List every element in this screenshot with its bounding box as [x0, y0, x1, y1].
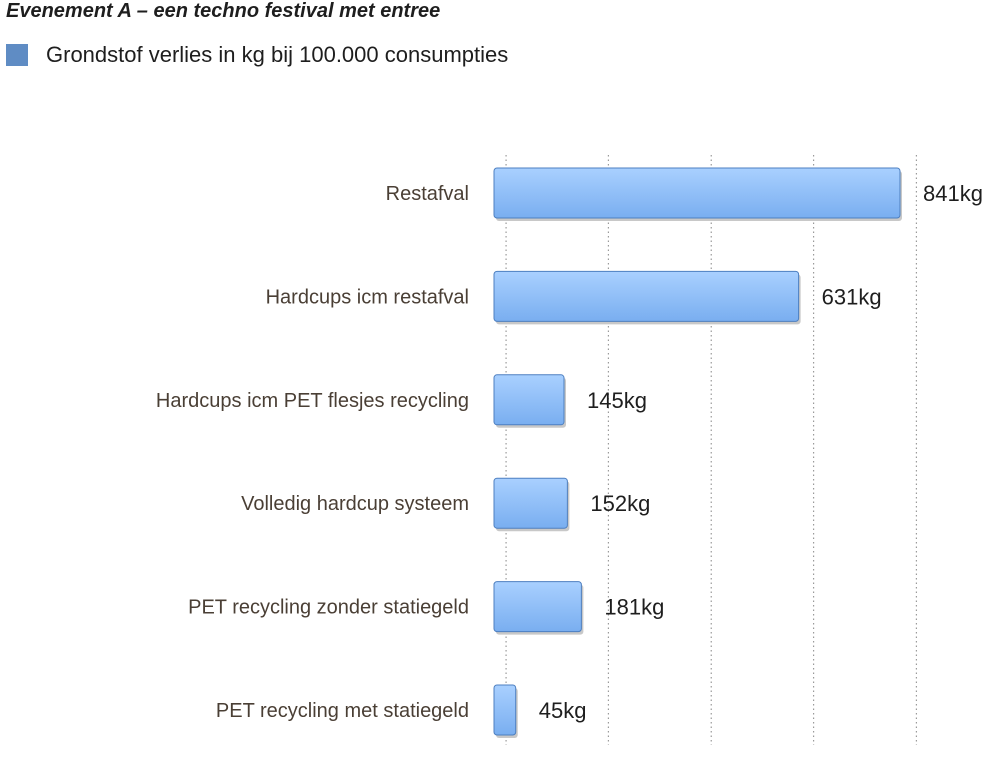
value-label: 45kg	[539, 698, 587, 723]
value-label: 152kg	[590, 491, 650, 516]
category-label: Hardcups icm PET flesjes recycling	[156, 390, 469, 412]
bar	[493, 477, 568, 529]
bar	[493, 270, 800, 322]
bars	[493, 167, 902, 738]
value-label: 181kg	[604, 595, 664, 620]
legend-swatch	[6, 44, 28, 66]
legend: Grondstof verlies in kg bij 100.000 cons…	[6, 42, 508, 68]
bar	[493, 374, 565, 426]
value-label: 631kg	[822, 284, 882, 309]
legend-label: Grondstof verlies in kg bij 100.000 cons…	[46, 42, 509, 67]
category-label: Volledig hardcup systeem	[241, 493, 469, 515]
category-label: Restafval	[386, 183, 469, 205]
bar	[493, 167, 901, 219]
category-label: PET recycling zonder statiegeld	[188, 597, 469, 619]
labels: Restafval 841kg Hardcups icm restafval 631k…	[156, 181, 983, 723]
bar	[493, 684, 517, 736]
value-label: 145kg	[587, 388, 647, 413]
grid-lines	[505, 155, 918, 745]
category-label: Hardcups icm restafval	[266, 286, 469, 308]
bar	[493, 581, 582, 633]
value-label: 841kg	[923, 181, 983, 206]
category-label: PET recycling met statiegeld	[216, 700, 469, 722]
chart-title: Evenement A – een techno festival met en…	[6, 0, 441, 22]
